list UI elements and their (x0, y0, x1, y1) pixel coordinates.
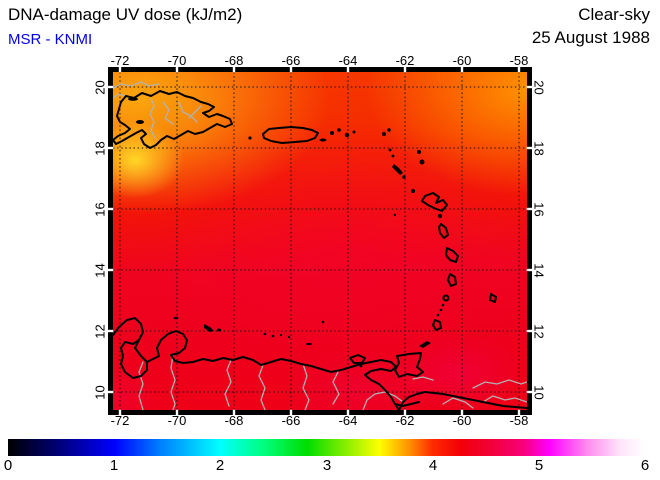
lon-tick-label-top: -66 (281, 53, 301, 68)
map-frame (107, 66, 533, 416)
lon-tick-label-top: -58 (509, 53, 529, 68)
trinidad-coast (394, 352, 424, 378)
lon-tick-label-bottom: -72 (110, 413, 130, 428)
lon-tick-label-bottom: -66 (281, 413, 301, 428)
lake-maracaibo (120, 339, 148, 379)
colorbar-tick-label: 0 (3, 457, 13, 474)
lon-tick-label-bottom: -68 (224, 413, 244, 428)
lon-tick-label-top: -64 (338, 53, 358, 68)
colorbar-tick-label: 5 (534, 457, 544, 474)
lat-tick-label-left: 14 (92, 263, 108, 278)
orinoco-delta (394, 391, 528, 411)
lat-tick-label-left: 16 (92, 202, 108, 217)
graticule-grid (113, 72, 527, 410)
lon-tick-label-bottom: -58 (509, 413, 529, 428)
lat-tick-label-right: 18 (531, 141, 547, 156)
lon-tick-label-bottom: -64 (338, 413, 358, 428)
lon-tick-label-top: -60 (452, 53, 472, 68)
lat-tick-label-right: 10 (531, 385, 547, 400)
lat-tick-label-right: 12 (531, 324, 547, 339)
rivers-and-borders (112, 81, 528, 411)
lat-tick-label-left: 12 (92, 324, 108, 339)
plot-title: DNA-damage UV dose (kJ/m2) (8, 5, 243, 24)
colorbar-tick-label: 6 (640, 457, 650, 474)
lat-tick-label-left: 10 (92, 385, 108, 400)
lat-tick-label-right: 14 (531, 263, 547, 278)
lat-tick-label-left: 18 (92, 141, 108, 156)
colorbar-tick-label: 4 (428, 457, 438, 474)
uv-dose-heatmap-field (113, 72, 527, 410)
lon-tick-label-top: -70 (167, 53, 187, 68)
lon-tick-label-top: -72 (110, 53, 130, 68)
lon-tick-label-bottom: -62 (395, 413, 415, 428)
sky-condition-label: Clear-sky (578, 5, 650, 24)
date-label: 25 August 1988 (531, 28, 650, 47)
lon-tick-label-bottom: -70 (167, 413, 187, 428)
colorbar-tick-label: 3 (322, 457, 332, 474)
map-overlay (107, 66, 533, 416)
colorbar-tick-label: 2 (215, 457, 225, 474)
puerto-rico-coast (262, 126, 319, 144)
source-label: MSR - KNMI (8, 31, 93, 48)
lat-tick-label-left: 20 (92, 80, 108, 95)
lat-tick-label-right: 20 (531, 80, 547, 95)
lon-tick-label-top: -68 (224, 53, 244, 68)
guadeloupe-coast (421, 192, 448, 212)
colorbar-tick-label: 1 (109, 457, 119, 474)
colorbar-gradient (8, 439, 645, 456)
lat-tick-label-right: 16 (531, 202, 547, 217)
lon-tick-label-top: -62 (395, 53, 415, 68)
small-islands (128, 97, 445, 368)
lon-tick-label-bottom: -60 (452, 413, 472, 428)
coastlines (112, 90, 528, 411)
